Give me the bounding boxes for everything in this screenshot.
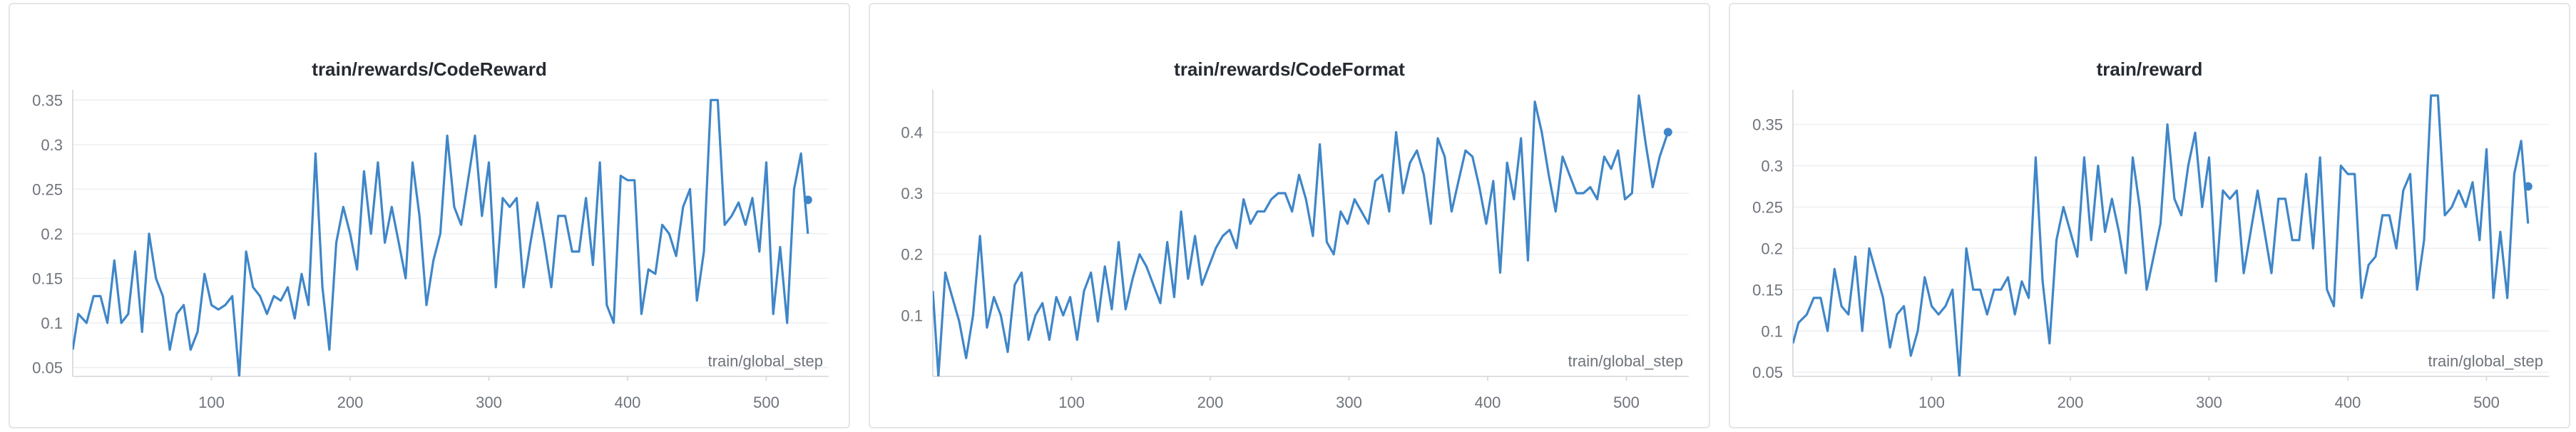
x-tick-label: 400 [615,394,641,411]
y-tick-label: 0.1 [1761,322,1783,340]
x-axis-label: train/global_step [2428,352,2543,370]
chart-panel-code-format: train/rewards/CodeFormat 0.1 0.2 0.3 0.4 100 2… [869,3,1710,428]
y-tick-label: 0.25 [1752,198,1783,216]
chart-panel-reward: train/reward 0.05 0.1 0.15 0.2 0.25 0.3 0.35 100… [1729,3,2570,428]
x-tick-label: 500 [753,394,780,411]
series-line [933,94,1670,376]
chart-title: train/rewards/CodeFormat [1174,58,1405,80]
y-tick-label: 0.05 [32,359,63,376]
x-tick-label: 500 [1613,394,1640,411]
y-tick-label: 0.3 [901,185,923,202]
y-tick-label: 0.15 [1752,281,1783,299]
chart-code-reward: train/rewards/CodeReward 0.05 0.1 0.15 0.2 0.… [32,58,829,411]
x-tick-label: 200 [2058,394,2084,411]
series-line [1793,94,2530,376]
last-point-marker[interactable] [803,195,812,205]
x-axis-label: train/global_step [1568,352,1683,370]
x-tick-label: 200 [1197,394,1224,411]
y-tick-label: 0.2 [41,225,63,243]
x-tick-label: 400 [1475,394,1501,411]
chart-title: train/rewards/CodeReward [312,58,546,80]
x-tick-label: 300 [1336,394,1362,411]
y-tick-label: 0.1 [41,314,63,332]
x-tick-label: 100 [1058,394,1085,411]
x-tick-label: 500 [2473,394,2500,411]
y-tick-label: 0.2 [1761,240,1783,257]
x-tick-label: 300 [476,394,502,411]
x-axis-label: train/global_step [708,352,823,370]
x-tick-label: 200 [337,394,364,411]
y-tick-label: 0.3 [41,136,63,154]
y-tick-label: 0.15 [32,269,63,287]
y-tick-label: 0.4 [901,123,923,141]
x-tick-label: 100 [1918,394,1945,411]
y-tick-label: 0.05 [1752,364,1783,381]
y-tick-label: 0.35 [1752,116,1783,134]
x-tick-label: 400 [2335,394,2361,411]
chart-code-format: train/rewards/CodeFormat 0.1 0.2 0.3 0.4 100 2… [901,58,1689,411]
y-tick-label: 0.1 [901,307,923,324]
y-tick-label: 0.35 [32,91,63,109]
last-point-marker[interactable] [1663,128,1672,137]
chart-title: train/reward [2097,58,2203,80]
last-point-marker[interactable] [2523,182,2532,191]
y-tick-label: 0.25 [32,180,63,198]
x-tick-label: 100 [198,394,225,411]
chart-reward: train/reward 0.05 0.1 0.15 0.2 0.25 0.3 0.35 100… [1752,58,2549,411]
y-tick-label: 0.3 [1761,158,1783,175]
chart-panel-code-reward: train/rewards/CodeReward 0.05 0.1 0.15 0.2 0.… [9,3,850,428]
series-line [73,98,809,376]
y-tick-label: 0.2 [901,246,923,264]
x-tick-label: 300 [2196,394,2222,411]
